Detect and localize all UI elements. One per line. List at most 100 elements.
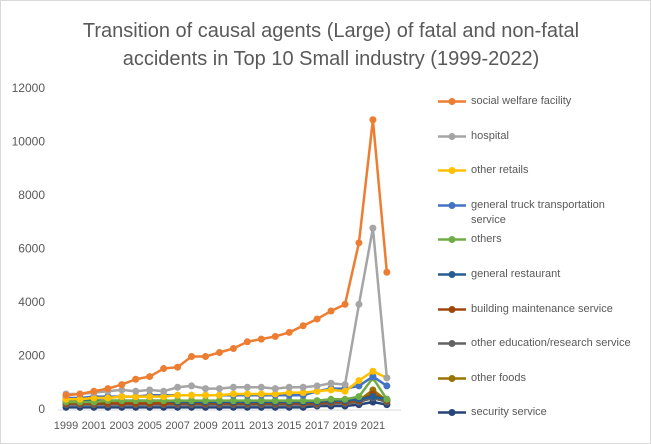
legend-dot bbox=[448, 305, 456, 313]
data-point bbox=[76, 390, 84, 398]
data-point bbox=[215, 385, 223, 393]
legend-label: social welfare facility bbox=[471, 95, 572, 107]
x-tick-label: 2011 bbox=[222, 420, 246, 432]
data-point bbox=[215, 348, 223, 356]
data-point bbox=[188, 397, 196, 405]
data-point bbox=[229, 344, 237, 352]
data-point bbox=[383, 374, 391, 382]
data-point bbox=[369, 224, 377, 232]
data-point bbox=[327, 379, 335, 387]
legend-item: security service bbox=[438, 405, 641, 420]
legend-dot bbox=[448, 271, 456, 278]
data-point bbox=[104, 385, 112, 393]
y-tick-label: 12000 bbox=[12, 81, 46, 95]
data-point bbox=[90, 394, 98, 402]
legend-label: other education/research service bbox=[471, 337, 631, 350]
data-point bbox=[299, 397, 307, 405]
legend-marker bbox=[438, 340, 466, 348]
data-point bbox=[327, 395, 335, 403]
legend-marker bbox=[438, 409, 466, 417]
legend-item: other education/research service bbox=[438, 336, 641, 351]
y-tick-label: 8000 bbox=[18, 188, 45, 202]
legend-label: other retails bbox=[471, 164, 529, 177]
legend-dot bbox=[448, 374, 456, 382]
legend-item: building maintenance service bbox=[438, 302, 641, 317]
legend-marker bbox=[438, 201, 466, 209]
data-point bbox=[215, 391, 223, 399]
data-point bbox=[383, 268, 391, 276]
series-line bbox=[66, 369, 388, 401]
data-point bbox=[202, 385, 209, 393]
legend-item: general truck transportation service bbox=[438, 198, 641, 228]
data-point bbox=[341, 387, 349, 395]
legend-item: others bbox=[438, 232, 641, 247]
data-point bbox=[355, 393, 363, 401]
data-point bbox=[215, 397, 223, 405]
data-point bbox=[355, 382, 363, 390]
data-point bbox=[202, 353, 209, 360]
data-point bbox=[174, 383, 182, 391]
x-tick-label: 1999 bbox=[54, 420, 78, 432]
y-tick-label: 4000 bbox=[18, 295, 45, 309]
y-tick-label: 2000 bbox=[18, 349, 45, 363]
data-point bbox=[285, 397, 293, 405]
data-point bbox=[202, 391, 209, 399]
data-point bbox=[383, 395, 391, 403]
data-point bbox=[243, 390, 251, 398]
data-point bbox=[188, 353, 196, 360]
series-line bbox=[66, 227, 389, 396]
x-tick-label: 2021 bbox=[361, 420, 385, 432]
data-point bbox=[76, 395, 84, 403]
data-point bbox=[285, 389, 293, 397]
data-point bbox=[62, 391, 70, 399]
legend-item: social welfare facility bbox=[438, 94, 641, 109]
legend-item: hospital bbox=[438, 129, 641, 144]
data-point bbox=[285, 383, 293, 391]
legend-dot bbox=[448, 98, 456, 105]
x-tick-label: 2005 bbox=[137, 420, 161, 432]
x-tick-label: 2007 bbox=[165, 420, 189, 432]
legend-marker bbox=[438, 305, 466, 313]
data-point bbox=[188, 391, 196, 399]
legend-dot bbox=[448, 132, 456, 140]
legend-item: general restaurant bbox=[438, 267, 641, 282]
data-point bbox=[229, 383, 237, 391]
data-point bbox=[174, 391, 182, 399]
legend-label: others bbox=[471, 233, 502, 246]
data-point bbox=[355, 377, 363, 385]
data-point bbox=[146, 386, 154, 394]
x-tick-label: 2009 bbox=[193, 420, 217, 432]
x-tick-label: 2015 bbox=[277, 420, 301, 432]
data-point bbox=[257, 335, 265, 343]
data-point bbox=[132, 387, 140, 395]
data-point bbox=[355, 300, 363, 308]
data-point bbox=[229, 397, 237, 405]
legend-dot bbox=[448, 409, 456, 417]
data-point bbox=[285, 328, 293, 336]
legend-marker bbox=[438, 236, 466, 244]
y-tick-label: 0 bbox=[38, 402, 45, 416]
legend-marker bbox=[438, 132, 466, 140]
chart-title: Transition of causal agents (Large) of f… bbox=[82, 20, 580, 70]
data-point bbox=[341, 381, 349, 389]
x-tick-label: 2001 bbox=[82, 420, 106, 432]
legend-marker bbox=[438, 271, 466, 278]
y-tick-label: 10000 bbox=[12, 135, 46, 149]
data-point bbox=[118, 381, 126, 389]
data-point bbox=[369, 116, 377, 124]
data-point bbox=[132, 375, 140, 383]
data-point bbox=[257, 397, 265, 405]
data-point bbox=[243, 397, 251, 405]
data-point bbox=[104, 394, 112, 402]
x-tick-label: 2003 bbox=[110, 420, 134, 432]
legend-marker bbox=[438, 167, 466, 175]
data-point bbox=[313, 397, 321, 405]
data-point bbox=[174, 363, 182, 371]
data-point bbox=[257, 390, 265, 398]
x-tick-label: 2013 bbox=[249, 420, 273, 432]
data-point bbox=[327, 386, 335, 394]
data-point bbox=[132, 393, 140, 401]
data-point bbox=[271, 332, 279, 340]
